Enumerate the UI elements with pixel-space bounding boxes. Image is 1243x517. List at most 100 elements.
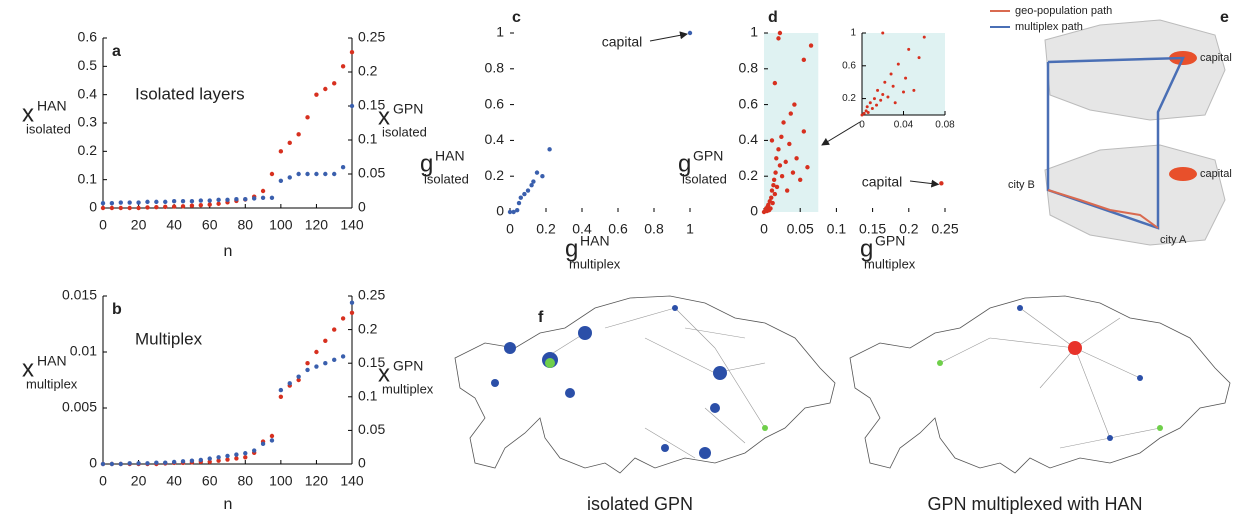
y2-tick-label: 0.2 xyxy=(358,63,378,79)
x-tick-label: 80 xyxy=(237,217,253,233)
point xyxy=(269,195,275,200)
point xyxy=(305,361,310,366)
inset-background xyxy=(862,33,945,115)
point xyxy=(883,80,887,84)
panel-label: a xyxy=(112,43,121,60)
point xyxy=(801,129,807,134)
point xyxy=(349,300,355,305)
axis-label-sub: isolated xyxy=(682,171,727,186)
y-tick-label: 0.015 xyxy=(62,287,97,303)
point xyxy=(876,88,880,92)
x-tick-label: 0.05 xyxy=(787,221,814,237)
point xyxy=(269,171,275,177)
point xyxy=(234,456,239,461)
point xyxy=(769,195,774,200)
point xyxy=(875,103,879,107)
axis-label-sub: multiplex xyxy=(864,256,916,271)
point xyxy=(234,196,239,202)
axis-label-sup: GPN xyxy=(393,358,423,374)
axis-label-sup: GPN xyxy=(693,148,723,164)
point xyxy=(251,448,257,453)
point xyxy=(278,178,284,183)
point xyxy=(798,177,803,182)
point xyxy=(516,200,522,206)
point xyxy=(349,49,355,55)
y-tick-label: 0.2 xyxy=(842,93,856,104)
axis-label: x xyxy=(22,355,34,382)
point xyxy=(216,201,221,206)
y2-tick-label: 0.1 xyxy=(358,131,378,147)
point xyxy=(787,141,792,147)
y-tick-label: 1 xyxy=(496,24,504,40)
x-tick-label: 80 xyxy=(237,473,253,489)
point xyxy=(922,35,926,39)
x-tick-label: 140 xyxy=(340,473,364,489)
point xyxy=(770,200,775,206)
axis-label: x xyxy=(378,360,390,387)
y-tick-label: 0.2 xyxy=(78,142,98,158)
y-tick-label: 0 xyxy=(750,203,758,219)
point xyxy=(687,30,693,36)
y2-tick-label: 0.05 xyxy=(358,165,385,181)
axis-label: g xyxy=(678,150,691,177)
point xyxy=(939,181,944,186)
point xyxy=(507,209,513,215)
y-tick-label: 0.01 xyxy=(70,343,97,359)
y2-tick-label: 0 xyxy=(358,455,366,471)
point xyxy=(522,191,527,197)
point xyxy=(870,106,874,110)
point xyxy=(234,452,239,457)
point xyxy=(904,76,908,80)
place-label: city A xyxy=(1160,234,1187,246)
point xyxy=(216,458,221,463)
point xyxy=(881,31,885,35)
point xyxy=(547,147,552,152)
x-axis-label: n xyxy=(224,243,233,260)
x-tick-label: 0 xyxy=(859,120,865,131)
y-tick-label: 1 xyxy=(750,24,758,40)
y-tick-label: 0.8 xyxy=(739,60,759,76)
x-tick-label: 140 xyxy=(340,217,364,233)
x-tick-label: 20 xyxy=(131,473,147,489)
point xyxy=(171,204,177,209)
x-tick-label: 0.6 xyxy=(608,221,628,237)
point xyxy=(889,72,893,76)
point xyxy=(340,316,346,321)
x-tick-label: 0 xyxy=(760,221,768,237)
point xyxy=(323,171,328,177)
point xyxy=(769,188,775,193)
point xyxy=(771,182,776,188)
point xyxy=(788,111,793,116)
point xyxy=(127,461,132,466)
point xyxy=(260,195,266,200)
annotation-arrow xyxy=(649,31,688,42)
x-tick-label: 20 xyxy=(131,217,147,233)
x-tick-label: 100 xyxy=(269,217,293,233)
highlight-region xyxy=(764,33,819,212)
x-tick-label: 120 xyxy=(305,217,329,233)
y-tick-label: 0.2 xyxy=(739,167,759,183)
point xyxy=(511,209,516,215)
point xyxy=(100,205,106,211)
point xyxy=(296,171,301,177)
point xyxy=(207,456,212,461)
point xyxy=(790,170,796,175)
point xyxy=(198,202,204,208)
axis-label: g xyxy=(420,150,433,177)
point xyxy=(278,387,284,393)
point xyxy=(180,459,186,464)
y-tick-label: 0.4 xyxy=(485,131,505,147)
point xyxy=(225,457,230,462)
point xyxy=(340,354,346,359)
point xyxy=(776,147,781,152)
point xyxy=(774,156,779,161)
panel-label: b xyxy=(112,301,122,318)
point xyxy=(772,80,778,86)
point xyxy=(198,198,204,203)
y-tick-label: 0.8 xyxy=(485,60,505,76)
y-tick-label: 0.5 xyxy=(78,57,98,73)
x-tick-label: 0.25 xyxy=(931,221,958,237)
annotation: Isolated layers xyxy=(135,84,245,103)
point xyxy=(332,327,337,332)
